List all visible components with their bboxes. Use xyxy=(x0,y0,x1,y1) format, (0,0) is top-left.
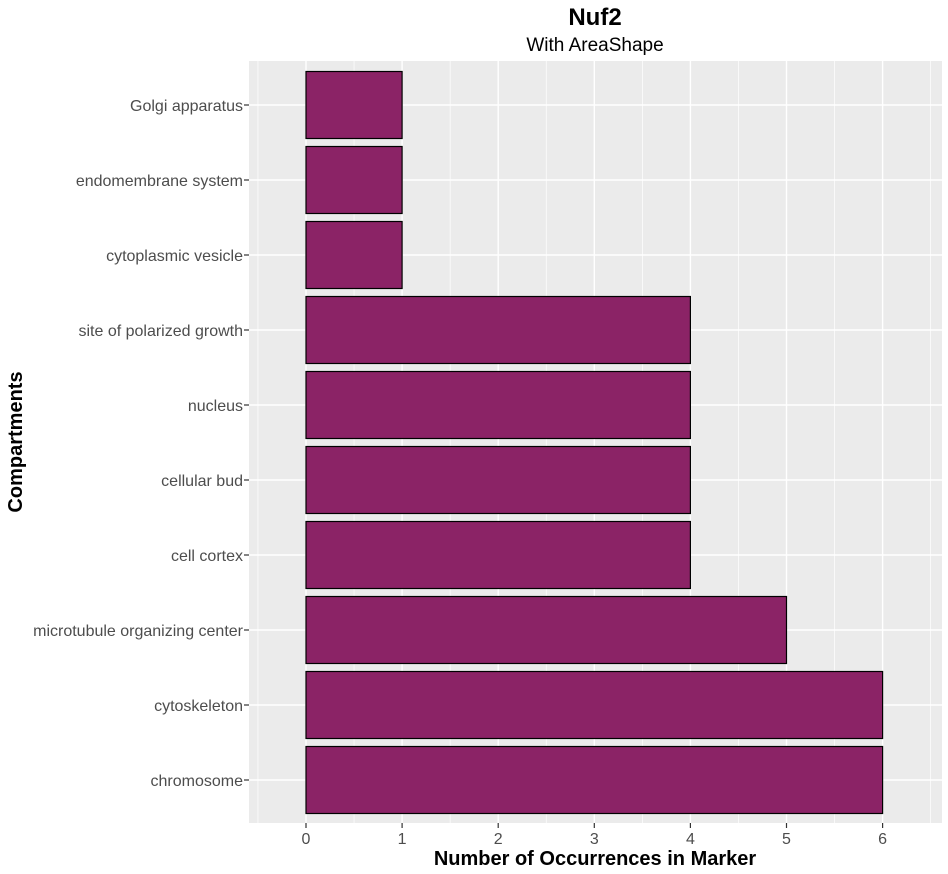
x-axis-title: Number of Occurrences in Marker xyxy=(434,848,757,870)
x-tick-label: 3 xyxy=(590,831,599,848)
bar-golgi-apparatus xyxy=(305,70,403,140)
x-tick-label: 4 xyxy=(686,831,695,848)
bar-chromosome xyxy=(305,745,884,815)
x-tick-label: 6 xyxy=(878,831,887,848)
y-axis-title: Compartments xyxy=(5,371,27,512)
x-axis-ticks: 0 1 2 3 4 5 6 xyxy=(302,823,887,848)
chart-title: Nuf2 xyxy=(568,4,621,31)
bar-site-of-polarized-growth xyxy=(305,295,691,365)
y-tick-label: Golgi apparatus xyxy=(130,98,243,115)
y-tick-label: cellular bud xyxy=(161,473,243,490)
x-tick-label: 0 xyxy=(302,831,311,848)
x-tick-label: 2 xyxy=(494,831,503,848)
bar-cytoskeleton xyxy=(305,670,884,740)
bar-microtubule-organizing-center xyxy=(305,595,788,665)
y-tick-label: nucleus xyxy=(188,398,243,415)
y-tick-label: chromosome xyxy=(151,773,244,790)
bar-cellular-bud xyxy=(305,445,691,515)
y-tick-label: cell cortex xyxy=(171,548,243,565)
y-tick-label: cytoplasmic vesicle xyxy=(106,248,243,265)
y-axis-ticks: Golgi apparatus endomembrane system cytopl… xyxy=(33,98,249,790)
x-tick-label: 1 xyxy=(398,831,407,848)
y-tick-label: cytoskeleton xyxy=(154,698,243,715)
bar-endomembrane-system xyxy=(305,145,403,215)
y-tick-label: endomembrane system xyxy=(76,173,243,190)
bar-cytoplasmic-vesicle xyxy=(305,220,403,290)
bars xyxy=(305,70,884,815)
bar-nucleus xyxy=(305,370,691,440)
chart-subtitle: With AreaShape xyxy=(526,35,663,56)
x-tick-label: 5 xyxy=(782,831,791,848)
y-tick-label: microtubule organizing center xyxy=(33,623,244,640)
y-tick-label: site of polarized growth xyxy=(78,323,243,340)
bar-cell-cortex xyxy=(305,520,691,590)
